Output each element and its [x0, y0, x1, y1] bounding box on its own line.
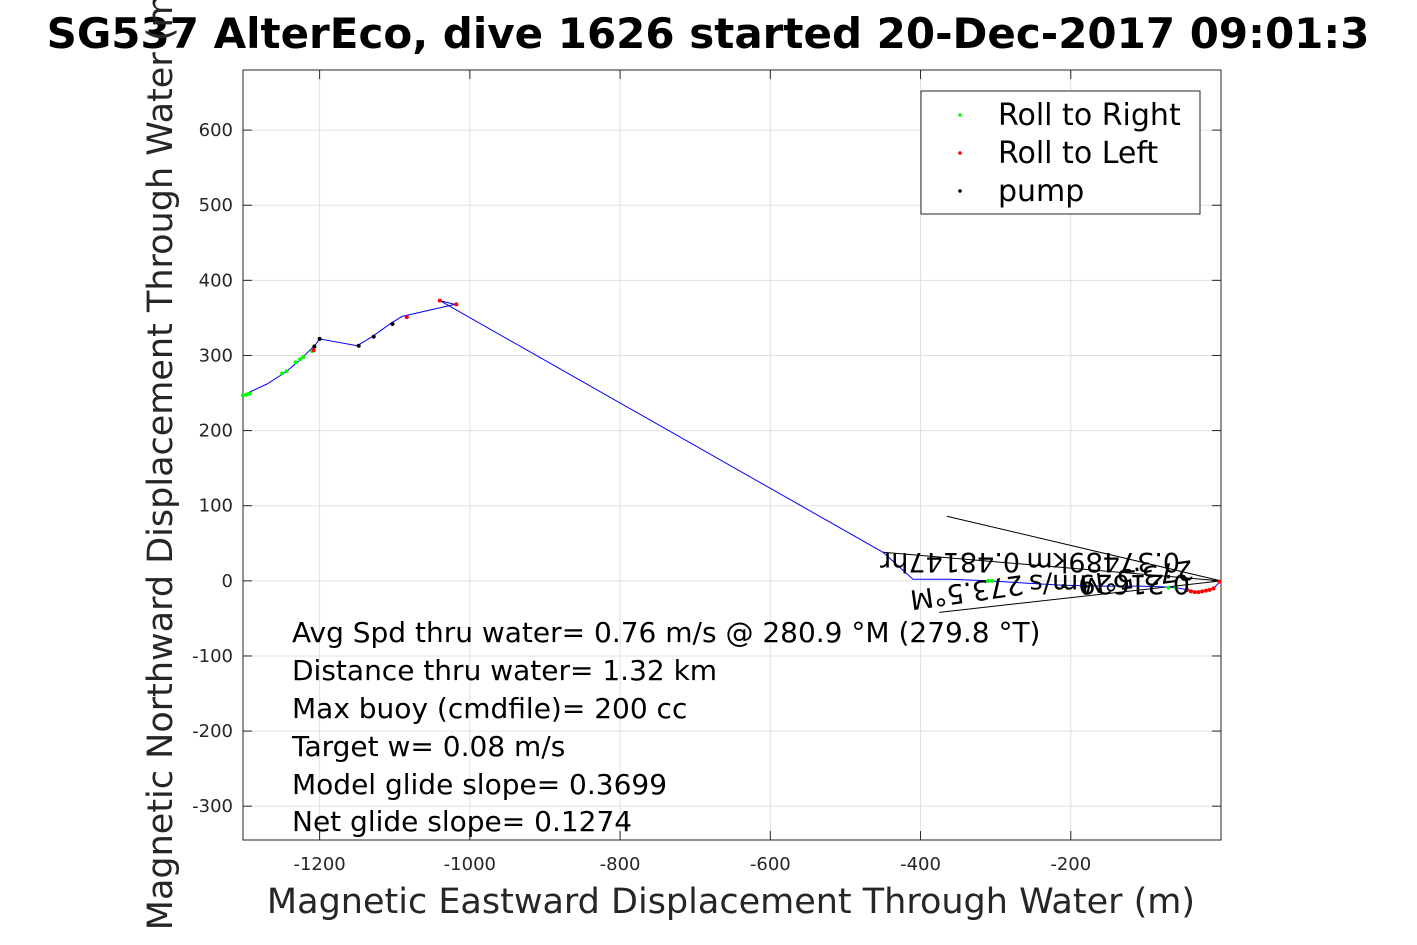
legend-label-pump: pump [998, 174, 1084, 209]
point-pump [1083, 584, 1088, 589]
legend-marker-pump [958, 189, 962, 193]
y-tick-label: -200 [192, 721, 233, 742]
annotation-model-glide-slope: Model glide slope= 0.3699 [292, 768, 667, 801]
point-pump [317, 336, 322, 341]
point-roll-to-left [437, 298, 442, 303]
point-roll-to-left [1200, 589, 1205, 594]
y-tick-label: 500 [199, 195, 233, 216]
legend-label-roll-right: Roll to Right [998, 98, 1181, 133]
legend-marker-roll-left [958, 151, 962, 155]
plot-area-frame [242, 69, 1222, 841]
point-roll-to-left [1192, 590, 1197, 595]
x-tick-label: -800 [600, 854, 641, 875]
rotated-distance-label: 0.37489km [1026, 546, 1180, 577]
legend-box [920, 90, 1201, 215]
point-pump [356, 343, 361, 348]
point-pump [312, 344, 317, 349]
x-tick-label: -200 [1050, 854, 1091, 875]
rotated-duration-label: 0.48147hr [879, 546, 1020, 577]
legend-label-roll-left: Roll to Left [998, 136, 1158, 171]
point-roll-to-right [989, 578, 994, 583]
y-tick-label: -300 [192, 796, 233, 817]
point-roll-to-left [1211, 586, 1216, 591]
x-tick-label: -1200 [293, 854, 345, 875]
point-roll-to-left [1217, 579, 1222, 584]
legend: Roll to Right Roll to Left pump [920, 90, 1201, 215]
y-tick-label: 600 [199, 120, 233, 141]
point-roll-to-right [284, 369, 289, 374]
point-roll-to-right [1173, 585, 1178, 590]
annotation-max-buoy: Max buoy (cmdfile)= 200 cc [292, 692, 687, 725]
rotated-annotations-2: 0.21629m/s 273.5°M [1029, 568, 1190, 599]
point-roll-to-right [293, 360, 298, 365]
point-roll-to-right [298, 357, 303, 362]
point-roll-to-left [454, 302, 459, 307]
point-roll-to-left [404, 315, 409, 320]
y-tick-label: 200 [199, 421, 233, 442]
y-tick-label: 100 [199, 496, 233, 517]
legend-marker-roll-right [958, 113, 962, 117]
rotated-annotations: 0.37489km 0.48147hr 0.21629m/s [879, 546, 1180, 577]
x-tick-label: -600 [750, 854, 791, 875]
annotation-distance: Distance thru water= 1.32 km [292, 654, 717, 687]
annotation-target-w: Target w= 0.08 m/s [291, 730, 565, 763]
x-tick-label: -400 [900, 854, 941, 875]
point-roll-to-left [1207, 587, 1212, 592]
point-roll-to-right [986, 578, 991, 583]
wedge-line [882, 551, 1222, 582]
axis-ticks: -1200 -1000 -800 -600 -400 -200-300-200-10001… [192, 70, 1221, 875]
point-roll-to-left [1188, 589, 1193, 594]
y-axis-label: Magnetic Northward Displacement Through … [141, 0, 181, 930]
point-roll-to-right [247, 391, 252, 396]
point-roll-to-left [311, 348, 316, 353]
chart-title: SG537 AlterEco, dive 1626 started 20-Dec… [47, 9, 1370, 58]
point-roll-to-right [301, 354, 306, 359]
point-roll-to-left [1196, 590, 1201, 595]
grid-lines [243, 70, 1221, 840]
x-axis-label: Magnetic Eastward Displacement Through W… [267, 882, 1195, 922]
y-tick-label: 300 [199, 345, 233, 366]
annotation-avg-speed: Avg Spd thru water= 0.76 m/s @ 280.9 °M … [292, 616, 1040, 649]
wedge-line [939, 580, 1222, 613]
point-roll-to-right [241, 393, 245, 398]
dive-summary-annotations: Avg Spd thru water= 0.76 m/s @ 280.9 °M … [291, 616, 1040, 838]
point-roll-to-right [244, 392, 249, 397]
annotation-net-glide-slope: Net glide slope= 0.1274 [292, 805, 632, 838]
x-tick-label: -1000 [444, 854, 496, 875]
y-tick-label: 400 [199, 270, 233, 291]
point-pump [1061, 584, 1066, 589]
point-roll-to-left [1185, 587, 1190, 592]
point-roll-to-left [1203, 588, 1208, 593]
point-roll-to-right [1166, 585, 1171, 590]
wedge-line [946, 515, 1222, 582]
y-tick-label: 0 [222, 571, 233, 592]
point-pump [390, 321, 395, 326]
heading-wedge-lines [882, 515, 1222, 613]
data-points [241, 298, 1222, 595]
rotated-speed-label-2: 0.21629m/s [1029, 568, 1190, 599]
point-pump [371, 334, 376, 339]
point-roll-to-right [280, 371, 285, 376]
y-tick-label: -100 [192, 646, 233, 667]
